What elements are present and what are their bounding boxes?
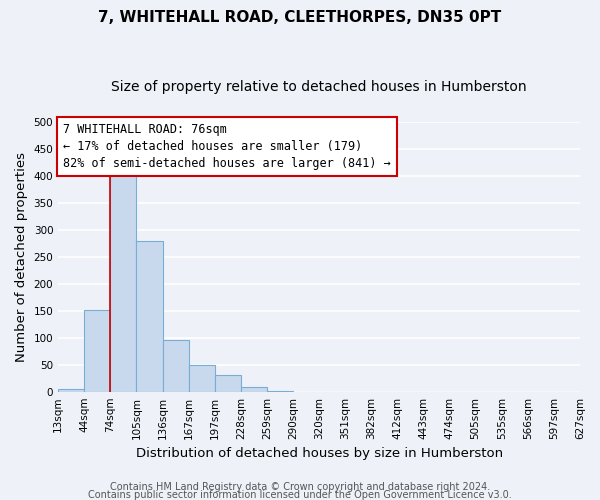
Bar [215,376,241,392]
Text: Contains HM Land Registry data © Crown copyright and database right 2024.: Contains HM Land Registry data © Crown c… [110,482,490,492]
X-axis label: Distribution of detached houses by size in Humberston: Distribution of detached houses by size … [136,447,503,460]
Text: Contains public sector information licensed under the Open Government Licence v3: Contains public sector information licen… [88,490,512,500]
Bar [136,241,163,392]
Bar [84,310,110,392]
Bar [58,389,84,392]
Bar [267,390,293,392]
Y-axis label: Number of detached properties: Number of detached properties [15,152,28,362]
Bar [110,164,136,392]
Bar [163,340,188,392]
Bar [188,365,215,392]
Title: Size of property relative to detached houses in Humberston: Size of property relative to detached ho… [111,80,527,94]
Text: 7 WHITEHALL ROAD: 76sqm
← 17% of detached houses are smaller (179)
82% of semi-d: 7 WHITEHALL ROAD: 76sqm ← 17% of detache… [64,123,391,170]
Text: 7, WHITEHALL ROAD, CLEETHORPES, DN35 0PT: 7, WHITEHALL ROAD, CLEETHORPES, DN35 0PT [98,10,502,25]
Bar [241,388,267,392]
